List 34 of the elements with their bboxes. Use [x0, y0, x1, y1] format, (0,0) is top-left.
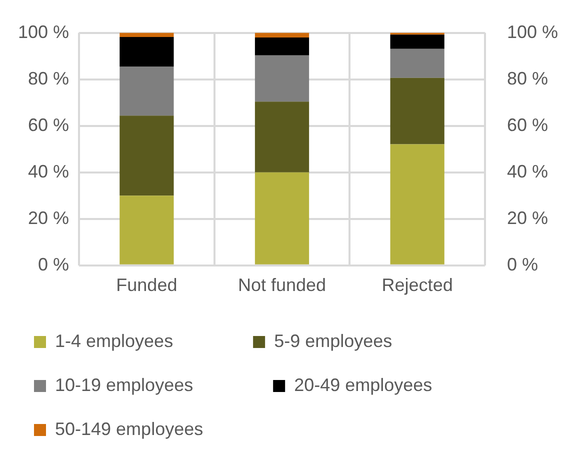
legend-label: 20-49 employees: [294, 374, 486, 395]
y-tick-label: 60 %: [28, 114, 70, 135]
y-tick-label: 20 %: [28, 208, 70, 228]
legend-label: 10-19 employees: [55, 374, 248, 395]
bar: [120, 32, 174, 37]
x-tick-label: Funded: [116, 275, 178, 296]
bar: [254, 37, 310, 56]
bar: [120, 36, 174, 67]
bar: [254, 172, 310, 264]
y2-tick-label: 60 %: [506, 114, 548, 135]
bar: [390, 144, 444, 264]
x-tick-label: Rejected: [382, 275, 453, 296]
y2-tick-label: 40 %: [506, 161, 548, 182]
legend-label: 1-4 employees: [55, 330, 228, 351]
y-tick-label: 40 %: [28, 161, 70, 182]
bar: [120, 66, 174, 116]
x-tick-label: Not funded: [238, 275, 326, 296]
bar: [390, 78, 444, 144]
y-tick-label: 100 %: [18, 22, 70, 42]
y2-tick-label: 20 %: [506, 208, 548, 228]
bar: [390, 48, 444, 78]
bar: [390, 34, 444, 49]
y-tick-label: 0 %: [38, 254, 70, 274]
y2-tick-label: 100 %: [506, 22, 558, 42]
bar: [120, 196, 174, 264]
y2-tick-label: 0 %: [506, 254, 538, 274]
bar: [120, 116, 174, 196]
bar: [254, 55, 310, 102]
bar: [254, 32, 310, 38]
y-tick-label: 80 %: [28, 68, 70, 88]
legend-label: 5-9 employees: [274, 330, 446, 351]
y2-tick-label: 80 %: [506, 68, 548, 88]
legend-label: 50-149 employees: [55, 418, 258, 439]
bar: [254, 102, 310, 172]
